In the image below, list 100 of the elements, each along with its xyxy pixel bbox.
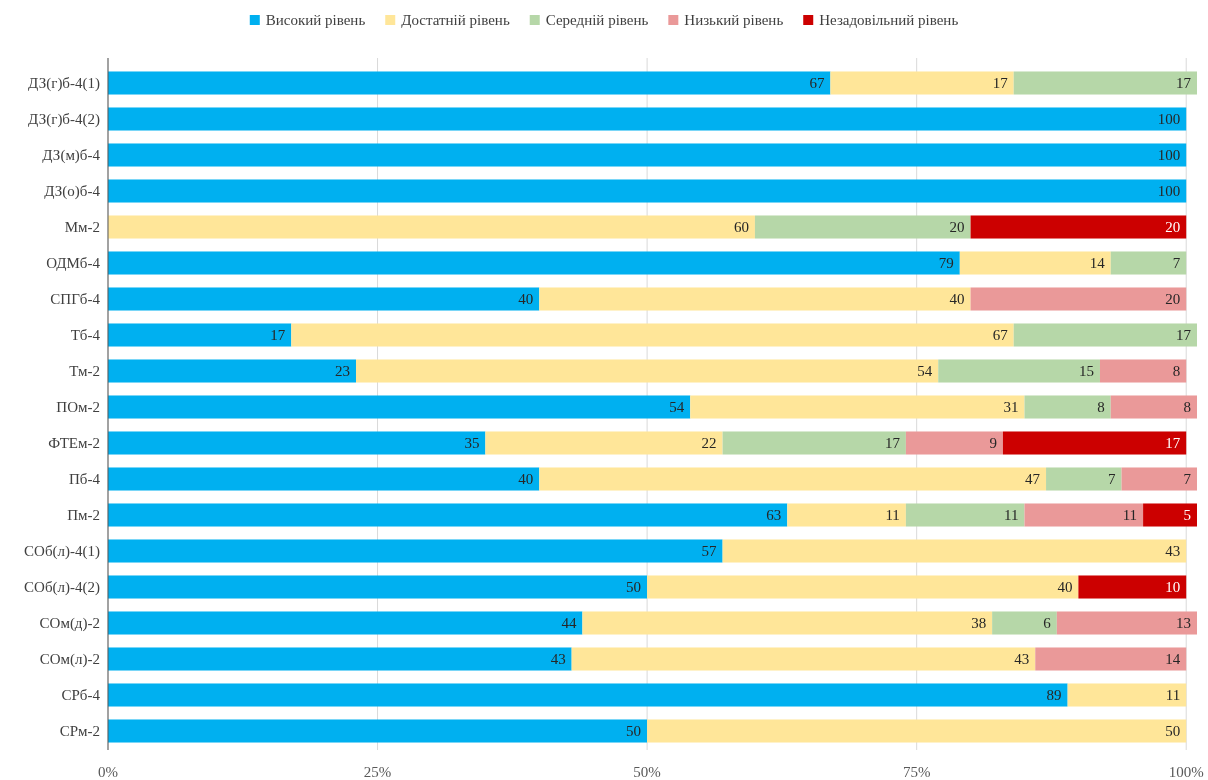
data-label: 17 [1165, 435, 1181, 452]
bar [1046, 467, 1122, 491]
bar [1110, 251, 1187, 275]
bar [108, 647, 572, 671]
data-label: 5 [1183, 507, 1191, 524]
data-label: 22 [701, 435, 717, 452]
x-tick-label: 25% [363, 764, 392, 780]
data-label: 7 [1183, 471, 1192, 488]
bar [539, 467, 1047, 491]
bar [905, 503, 1025, 527]
data-label: 43 [550, 651, 566, 668]
data-label: 15 [1078, 363, 1094, 380]
data-label: 31 [1003, 399, 1019, 416]
bar [291, 323, 1014, 347]
data-label: 8 [1097, 399, 1105, 416]
x-tick-label: 0% [98, 764, 118, 780]
bar [830, 71, 1014, 95]
bar [108, 467, 540, 491]
y-tick-label: СОм(д)-2 [39, 615, 100, 633]
data-label: 43 [1014, 651, 1030, 668]
y-tick-label: Пб-4 [69, 471, 101, 488]
data-label: 40 [949, 291, 965, 308]
bar [108, 539, 723, 563]
x-tick-label: 75% [902, 764, 931, 780]
bar [539, 287, 971, 311]
bar [959, 251, 1111, 275]
y-tick-label: ОДМб-4 [46, 255, 101, 272]
legend-label: Високий рівень [265, 12, 366, 29]
bar [108, 395, 691, 419]
bar [108, 179, 1187, 203]
y-tick-label: СРб-4 [61, 687, 101, 704]
y-tick-label: СПГб-4 [50, 291, 101, 308]
y-tick-label: СРм-2 [59, 723, 100, 740]
data-label: 79 [938, 255, 954, 272]
data-label: 40 [518, 471, 534, 488]
data-label: 40 [1057, 579, 1073, 596]
bar [1013, 323, 1197, 347]
bar [108, 287, 540, 311]
data-label: 40 [518, 291, 534, 308]
data-label: 60 [733, 219, 749, 236]
bar [1002, 431, 1187, 455]
y-tick-label: ФТЕм-2 [48, 435, 100, 452]
y-tick-label: СОб(л)-4(1) [24, 543, 100, 561]
legend-label: Низький рівень [684, 12, 784, 29]
bar [1078, 575, 1187, 599]
bar [108, 575, 648, 599]
data-label: 38 [971, 615, 987, 632]
bar [992, 611, 1057, 635]
data-label: 6 [1043, 615, 1052, 632]
bar [1035, 647, 1187, 671]
bar [108, 431, 486, 455]
y-tick-label: ДЗ(м)б-4 [42, 147, 101, 165]
data-label: 9 [989, 435, 997, 452]
data-label: 44 [561, 615, 577, 632]
data-label: 63 [766, 507, 782, 524]
data-label: 20 [1165, 219, 1181, 236]
data-label: 11 [1122, 507, 1138, 524]
data-label: 23 [334, 363, 350, 380]
legend-label: Незадовільний рівень [819, 12, 959, 29]
data-label: 20 [1165, 291, 1181, 308]
bar [108, 359, 356, 383]
bar [970, 215, 1187, 239]
data-label: 13 [1176, 615, 1191, 632]
data-label: 17 [270, 327, 286, 344]
data-label: 7 [1172, 255, 1181, 272]
y-tick-label: Пм-2 [67, 507, 100, 524]
bar [970, 287, 1187, 311]
data-label: 89 [1046, 687, 1062, 704]
data-label: 100 [1157, 147, 1181, 164]
bar [571, 647, 1036, 671]
data-label: 54 [917, 363, 933, 380]
data-label: 67 [809, 75, 825, 92]
bar [690, 395, 1025, 419]
bar [108, 683, 1068, 707]
x-tick-label: 50% [633, 764, 661, 780]
bar [905, 431, 1003, 455]
bar [1099, 359, 1187, 383]
data-label: 47 [1025, 471, 1041, 488]
data-label: 35 [464, 435, 480, 452]
data-label: 10 [1165, 579, 1181, 596]
data-label: 17 [1176, 327, 1192, 344]
data-label: 20 [949, 219, 965, 236]
bar [1110, 395, 1197, 419]
bar [108, 71, 831, 95]
bar [1067, 683, 1187, 707]
data-label: 17 [992, 75, 1009, 92]
y-tick-label: ПОм-2 [56, 399, 100, 416]
bar [787, 503, 906, 527]
data-label: 17 [884, 435, 901, 452]
bar [108, 215, 755, 239]
data-label: 8 [1183, 399, 1191, 416]
data-label: 50 [1165, 723, 1181, 740]
bar [355, 359, 939, 383]
data-label: 54 [669, 399, 685, 416]
bar [108, 323, 292, 347]
data-label: 11 [885, 507, 900, 524]
bar [108, 503, 788, 527]
bar [108, 251, 960, 275]
bar [1013, 71, 1197, 95]
data-label: 7 [1108, 471, 1117, 488]
